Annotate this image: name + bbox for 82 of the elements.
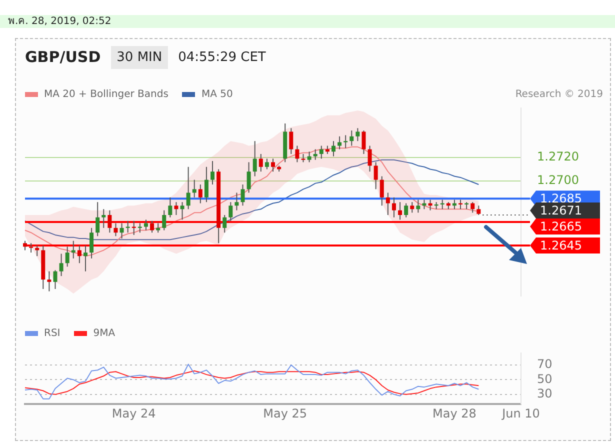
candlestick: [53, 270, 58, 290]
x-tick-label: May 28: [432, 406, 476, 420]
candlestick: [150, 220, 154, 234]
candlestick: [162, 210, 166, 231]
candlestick: [404, 202, 408, 218]
candlestick: [156, 222, 160, 234]
candlestick: [313, 148, 318, 160]
candlestick: [83, 245, 88, 272]
candlestick: [234, 192, 239, 211]
candlestick: [252, 140, 257, 177]
candlestick: [380, 176, 384, 206]
x-tick-label: May 24: [112, 406, 156, 420]
candlestick: [240, 184, 245, 206]
candlestick: [126, 220, 130, 234]
text: พ.ค. 28, 2019, 02:52: [8, 16, 112, 27]
candlestick: [186, 166, 190, 210]
ref-line-label: 1.2685: [540, 192, 582, 206]
y-tick-label: 70: [537, 357, 552, 372]
candlestick: [289, 128, 294, 154]
chart-title: GBP/USD: [25, 48, 101, 66]
legend-label: 9MA: [93, 328, 116, 339]
candlestick: [264, 158, 269, 170]
legend-label: MA 20 + Bollinger Bands: [44, 89, 168, 100]
candlestick: [23, 240, 27, 251]
candlestick: [416, 199, 420, 214]
ref-line-label: 1.2645: [540, 238, 582, 253]
candlestick: [144, 219, 148, 231]
candlestick: [102, 208, 106, 228]
candlestick: [59, 253, 64, 277]
candlestick: [307, 151, 312, 163]
candlestick: [90, 227, 94, 259]
candlestick: [258, 153, 263, 172]
candlestick: [204, 166, 208, 203]
candlestick: [338, 136, 342, 150]
legend-label: RSI: [44, 328, 60, 339]
candlestick: [138, 222, 142, 234]
candlestick: [295, 145, 300, 163]
candlestick: [198, 184, 202, 204]
chart-subtitle: 30 MIN: [110, 46, 168, 68]
candlestick: [246, 162, 251, 194]
candlestick: [410, 202, 414, 214]
ref-line-label: 1.2665: [540, 220, 582, 234]
candlestick: [29, 242, 34, 254]
candlestick: [271, 158, 275, 172]
y-tick-label: 1.2720: [537, 150, 579, 164]
candlestick: [114, 222, 118, 237]
candlestick: [228, 202, 233, 222]
x-tick-label: Jun 10: [501, 406, 540, 420]
candlestick: [96, 202, 100, 237]
candlestick: [168, 196, 172, 218]
candlestick: [192, 179, 196, 198]
text: Research © 2019: [515, 89, 603, 100]
candlestick: [470, 202, 475, 214]
candlestick: [476, 205, 481, 216]
legend-label: MA 50: [201, 89, 233, 100]
candlestick: [331, 140, 336, 157]
candlestick: [132, 220, 136, 236]
ref-line-label: 1.2671: [540, 204, 582, 218]
candlestick: [392, 196, 396, 218]
y-tick-label: 30: [537, 386, 552, 401]
candlestick: [65, 246, 70, 268]
candlestick: [174, 202, 178, 216]
candlestick: [398, 202, 402, 220]
candlestick: [180, 202, 184, 220]
y-tick-label: 1.2700: [537, 173, 579, 188]
candlestick: [374, 162, 378, 190]
candlestick: [71, 240, 76, 259]
candlestick: [356, 128, 360, 142]
candlestick: [319, 145, 324, 160]
candlestick: [120, 222, 124, 239]
candlestick: [222, 214, 227, 234]
x-tick-label: May 25: [263, 406, 308, 420]
candlestick: [350, 130, 354, 146]
candlestick: [368, 145, 372, 172]
candlestick: [386, 192, 390, 216]
text: 04:55:29 CET: [178, 50, 266, 64]
candlestick: [210, 160, 215, 185]
candlestick: [47, 270, 52, 292]
candlestick: [108, 210, 112, 234]
candlestick: [362, 130, 366, 154]
candlestick: [77, 245, 82, 264]
y-tick-label: 50: [537, 372, 552, 386]
